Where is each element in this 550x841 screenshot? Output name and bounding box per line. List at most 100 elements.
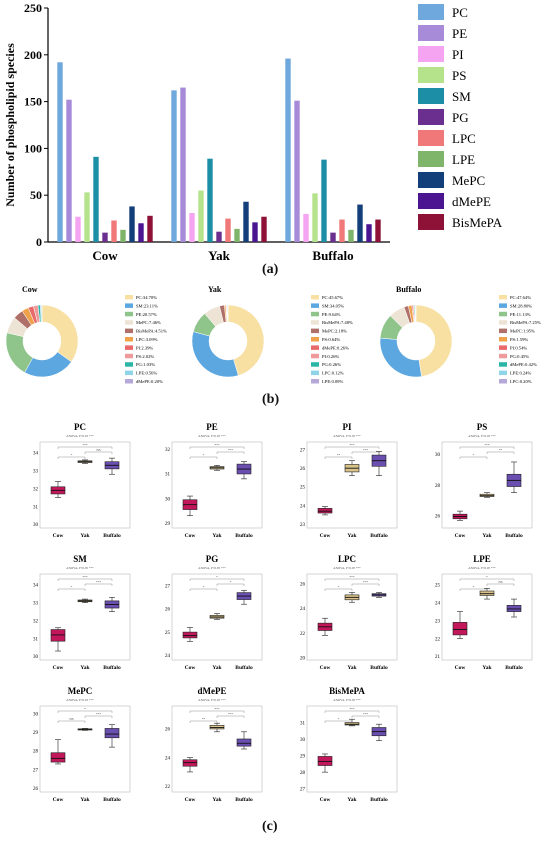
boxplot-subtitle: ANOVA, P<0.05 *** (198, 698, 226, 703)
donut-legend-label: dMePE:0.42% (510, 362, 537, 367)
significance-label: *** (96, 580, 101, 584)
donut-legend-label: PI:0.54% (510, 345, 527, 350)
donut-legend-swatch (125, 320, 133, 325)
y-tick-label: 30 (435, 453, 441, 458)
y-tick-label: 22 (435, 637, 441, 642)
y-tick-label: 27 (165, 584, 171, 589)
significance-bracket (351, 451, 380, 454)
donut-legend-swatch (311, 362, 319, 367)
legend-label: PC (452, 5, 468, 20)
significance-label: *** (82, 575, 87, 579)
significance-bracket (57, 446, 113, 449)
x-tick-label: Cow (320, 665, 331, 671)
significance-bracket (189, 446, 245, 449)
donut-legend-label: BisMePA:7.48% (322, 320, 353, 325)
legend-label: SM (452, 89, 471, 104)
donut-slice (415, 304, 453, 377)
donut-legend-swatch (311, 370, 319, 376)
significance-label: * (473, 585, 475, 589)
significance-label: ** (337, 453, 341, 457)
x-tick-label: Yak (212, 665, 222, 671)
significance-label: NS (69, 717, 73, 721)
x-tick-label: Cow (53, 533, 64, 539)
bar-LPE-Yak (234, 228, 240, 242)
bar-PG-Cow (102, 232, 108, 242)
significance-label: *** (363, 580, 368, 584)
y-tick-label: 23 (300, 523, 306, 528)
y-tick-label: 25 (300, 486, 306, 491)
donut-legend-label: PE:11.13% (510, 312, 531, 317)
y-tick-label: 20 (300, 656, 306, 661)
significance-bracket (189, 720, 218, 723)
significance-bracket (57, 578, 113, 581)
significance-bracket (324, 720, 353, 723)
significance-label: * (203, 585, 205, 589)
y-tick-label: 26 (300, 467, 306, 472)
bar-PE-Yak (180, 87, 186, 242)
plot-frame (171, 705, 263, 793)
y-tick-label: 22 (165, 785, 171, 790)
boxplot-title: MePC (68, 686, 93, 696)
significance-bracket (189, 588, 218, 591)
plot-frame (171, 441, 263, 529)
donut-legend-swatch (499, 379, 507, 384)
y-tick-label: 33 (33, 601, 39, 606)
significance-bracket (216, 583, 245, 586)
significance-bracket (216, 715, 245, 718)
significance-bracket (189, 578, 245, 581)
bar-PE-Cow (66, 99, 72, 242)
panel-label-c: (c) (262, 819, 278, 834)
x-tick-label: Yak (347, 797, 357, 803)
donut-legend-swatch (125, 328, 133, 334)
y-tick-label: 26 (165, 608, 171, 613)
significance-bracket (324, 588, 353, 591)
boxplot-BisMePA: BisMePA ANOVA, P<0.05 *** 27 28 29 30 31 Cow Yak… (300, 686, 398, 803)
donut-legend-label: MePC:2.18% (322, 329, 347, 334)
donut-legend-swatch (499, 345, 507, 350)
legend-swatch (418, 67, 444, 83)
boxplot-title: LPE (473, 554, 491, 564)
donut-legend-label: PG:0.26% (322, 362, 341, 367)
boxplot-subtitle: ANOVA, P<0.05 *** (333, 698, 361, 703)
donut-legend-label: BisMePA:4.51% (136, 329, 167, 334)
bar-PC-Buffalo (285, 58, 291, 242)
x-tick-label: Buffalo (370, 533, 388, 539)
legend-label: LPC (452, 131, 476, 146)
donut-legend-label: PE:9.64% (322, 312, 341, 317)
boxplot-title: dMePE (198, 686, 227, 696)
boxplot-PI: PI ANOVA, P<0.05 *** 23 24 25 26 27 Cow Yak Buffa… (300, 422, 398, 539)
donut-legend-label: PS:0.64% (322, 337, 340, 342)
y-tick-label: 28 (300, 771, 306, 776)
donut-title: Buffalo (396, 285, 421, 294)
y-tick-label: 22 (300, 632, 306, 637)
donut-legend-label: PG:1.03% (136, 362, 155, 367)
y-tick-label: 32 (33, 487, 39, 492)
significance-label: *** (363, 712, 368, 716)
x-tick-label: Yak (208, 248, 230, 263)
boxplot-subtitle: ANOVA, P<0.05 *** (468, 566, 496, 571)
donut-legend-swatch (311, 320, 319, 325)
y-tick-label: 30 (165, 497, 171, 502)
legend-label: MePC (452, 173, 485, 188)
legend-swatch (418, 151, 444, 167)
bar-PI-Buffalo (303, 213, 309, 242)
donut-legend-label: PS:2.02% (136, 354, 154, 359)
donut-legend-swatch (125, 345, 133, 350)
legend-swatch (418, 25, 444, 41)
y-tick-label: 150 (24, 95, 42, 109)
plot-frame (441, 441, 533, 529)
plot-frame (39, 441, 131, 529)
significance-label: *** (363, 448, 368, 452)
bar-LPE-Buffalo (348, 229, 354, 242)
donut-legend-label: LPC:3.09% (136, 337, 158, 342)
significance-label: *** (228, 448, 233, 452)
x-tick-label: Buffalo (505, 533, 523, 539)
boxplot-subtitle: ANOVA, P<0.05 *** (66, 698, 94, 703)
boxplot-PC: PC ANOVA, P<0.05 *** 30 31 32 33 34 Cow Yak Buffa… (33, 422, 131, 539)
y-tick-label: 30 (33, 712, 39, 717)
x-tick-label: Cow (53, 797, 64, 803)
bar-PS-Yak (198, 190, 204, 242)
boxplot-subtitle: ANOVA, P<0.05 *** (468, 434, 496, 439)
donut-legend-label: dMePE:0.20% (136, 379, 163, 384)
y-tick-label: 30 (33, 523, 39, 528)
